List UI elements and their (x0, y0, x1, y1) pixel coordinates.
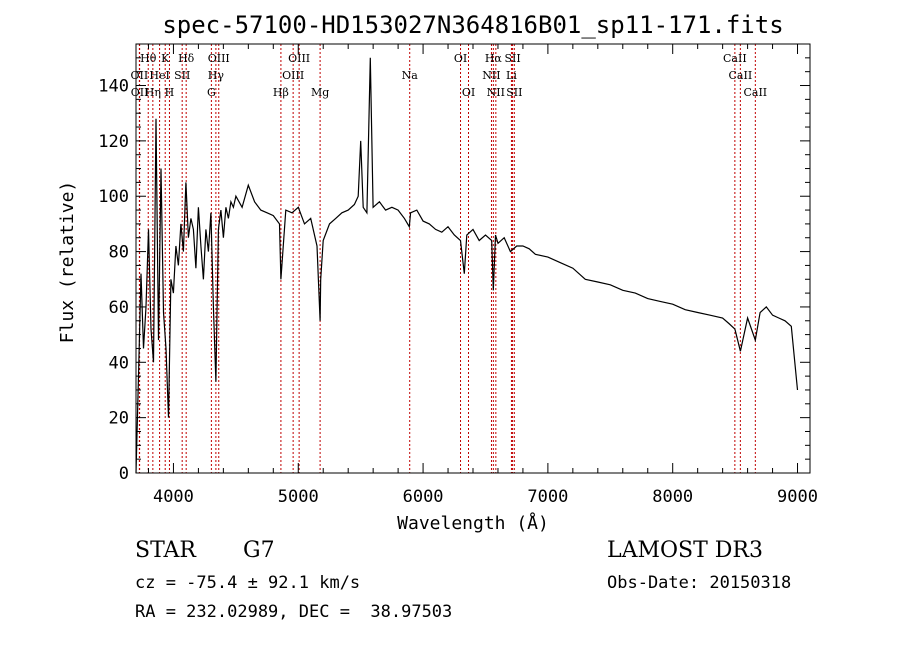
line-marker-label: Li (506, 69, 517, 82)
line-marker-label: Hγ (208, 69, 225, 82)
line-marker-label: Hδ (178, 52, 195, 65)
y-tick-label: 0 (119, 464, 129, 484)
x-tick-label: 6000 (403, 487, 444, 507)
y-axis-ticks: 0 20 40 60 80 100 120 140 (98, 57, 810, 484)
line-marker-label: OII (131, 86, 149, 99)
line-marker-label: SII (506, 86, 522, 99)
line-marker-label: Hβ (273, 86, 289, 99)
line-marker-label: SII (504, 52, 520, 65)
line-marker-label: Hη (145, 86, 161, 99)
coordinates: RA = 232.02989, DEC = 38.97503 (135, 602, 453, 622)
survey-name: LAMOST DR3 (607, 538, 763, 563)
x-tick-label: 9000 (777, 487, 818, 507)
y-tick-label: 20 (109, 409, 129, 429)
line-marker-label: OIII (288, 52, 310, 65)
redshift-cz: cz = -75.4 ± 92.1 km/s (135, 573, 361, 593)
y-tick-label: 40 (109, 353, 129, 373)
y-axis-label: Flux (relative) (57, 181, 78, 344)
line-marker-label: OI (454, 52, 467, 65)
line-marker-label: G (207, 86, 216, 99)
x-tick-label: 5000 (278, 487, 319, 507)
line-marker-label: OIII (282, 69, 304, 82)
line-marker-label: Hθ (140, 52, 157, 65)
y-tick-label: 100 (98, 187, 129, 207)
y-tick-label: 140 (98, 77, 129, 97)
x-axis-label: Wavelength (Å) (397, 512, 549, 534)
line-marker-label: Na (402, 69, 419, 82)
line-markers (138, 44, 756, 473)
line-marker-label: NII (482, 69, 500, 82)
line-marker-label: K (161, 52, 170, 65)
line-marker-label: OI (462, 86, 475, 99)
line-marker-label: H (165, 86, 175, 99)
x-tick-label: 7000 (527, 487, 568, 507)
y-tick-label: 120 (98, 132, 129, 152)
y-tick-label: 60 (109, 298, 129, 318)
object-class: STAR (135, 538, 196, 563)
line-marker-label: OIII (208, 52, 230, 65)
line-marker-label: Mg (311, 86, 329, 99)
spectrum-line (135, 57, 799, 474)
line-marker-label: SII (174, 69, 190, 82)
x-tick-label: 4000 (153, 487, 194, 507)
line-marker-label: CaII (743, 86, 767, 99)
plot-frame (135, 43, 811, 474)
x-tick-label: 8000 (652, 487, 693, 507)
line-marker-label: OII (131, 69, 149, 82)
obs-date: Obs-Date: 20150318 (607, 573, 792, 593)
line-marker-label: CaII (723, 52, 747, 65)
line-marker-label: CaII (729, 69, 753, 82)
subclass: G7 (243, 538, 275, 563)
line-marker-label: HeI (149, 69, 169, 82)
line-marker-label: Hα (485, 52, 503, 65)
x-axis-ticks: 4000 5000 6000 7000 8000 9000 (147, 44, 818, 507)
y-tick-label: 80 (109, 243, 129, 263)
chart-title: spec-57100-HD153027N364816B01_sp11-171.f… (162, 11, 783, 39)
line-marker-label: NII (487, 86, 505, 99)
